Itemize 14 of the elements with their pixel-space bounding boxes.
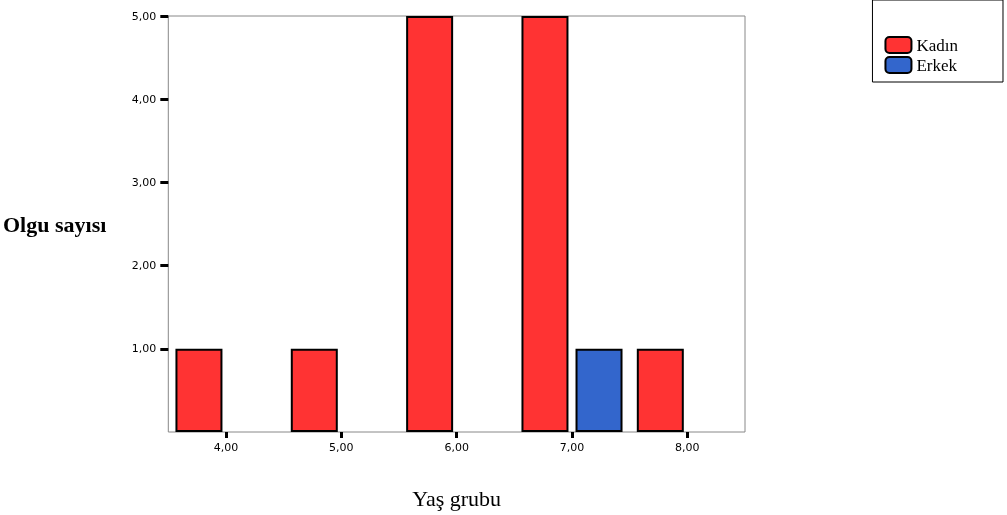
x-tick-label: 5,00	[329, 441, 354, 454]
y-tick-label: 1,00	[131, 342, 157, 356]
y-axis-title: Olgu sayısı	[3, 211, 107, 237]
x-tick-label: 7,00	[559, 441, 585, 454]
x-tick-label: 8,00	[675, 441, 700, 454]
y-tick-label: 2,00	[131, 259, 157, 273]
legend-label: Kadın	[916, 35, 959, 55]
x-axis-title: Yaş grubu	[412, 485, 502, 511]
x-tick-label: 6,00	[444, 441, 469, 454]
y-tick-label: 5,00	[131, 9, 157, 23]
y-tick-label: 3,00	[131, 175, 157, 189]
legend-label: Erkek	[916, 55, 958, 75]
x-tick-label: 4,00	[213, 441, 239, 454]
y-tick-label: 4,00	[131, 92, 157, 106]
